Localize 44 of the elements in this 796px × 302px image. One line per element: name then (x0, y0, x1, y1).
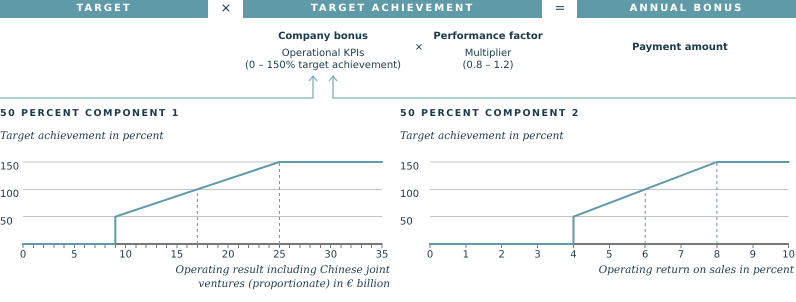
text: TARGET ACHIEVEMENT (243, 0, 542, 18)
x-axis-title: Operating return on sales in percent (598, 263, 794, 277)
text: (0 – 150% target achievement) (245, 60, 401, 72)
x-tick-label: 3 (534, 250, 541, 261)
x-tick-label: 1 (462, 250, 470, 261)
chart-title: 50 PERCENT COMPONENT 1 (0, 108, 180, 119)
x-axis-title: Operating result including Chinese joint ventures (proportionate) in € billion (174, 263, 390, 291)
x-tick-label: 6 (642, 250, 648, 261)
text: Performance factor (433, 31, 543, 43)
x-tick-label: 4 (570, 250, 577, 261)
text: = (554, 1, 566, 16)
x-tick-label: 8 (714, 250, 720, 261)
x-tick-label: 20 (222, 250, 235, 261)
x-tick-label: 35 (376, 250, 388, 261)
x-tick-label: 25 (273, 250, 286, 261)
y-axis-title: Target achievement in percent (400, 130, 564, 142)
x-tick-label: 5 (71, 250, 78, 261)
text: Multiplier (464, 48, 512, 60)
text: × (414, 42, 424, 54)
x-tick-label: 7 (678, 250, 684, 261)
x-tick-label: 30 (324, 250, 338, 261)
x-tick-label: 15 (170, 250, 184, 261)
y-tick-label: 100 (400, 188, 420, 200)
x-tick-label: 2 (498, 250, 505, 261)
text: (0.8 – 1.2) (462, 60, 514, 72)
text: TARGET (0, 0, 208, 18)
y-tick-label: 100 (0, 188, 20, 200)
x-tick-label: 0 (426, 250, 434, 261)
text: × (220, 1, 232, 16)
y-tick-label: 150 (400, 162, 420, 173)
text: ANNUAL BONUS (577, 0, 796, 18)
chart-title: 50 PERCENT COMPONENT 2 (400, 108, 580, 119)
text: Company bonus (278, 31, 368, 43)
text: Payment amount (632, 42, 728, 54)
x-tick-label: 10 (782, 250, 796, 261)
y-tick-label: 50 (0, 216, 13, 228)
y-axis-title: Target achievement in percent (0, 130, 164, 142)
y-tick-label: 150 (0, 162, 20, 173)
x-tick-label: 5 (606, 250, 613, 261)
x-tick-label: 0 (20, 250, 26, 261)
x-tick-label: 10 (119, 250, 132, 261)
text: Operational KPIs (282, 48, 364, 60)
y-tick-label: 50 (400, 216, 413, 228)
x-tick-label: 9 (750, 250, 756, 261)
